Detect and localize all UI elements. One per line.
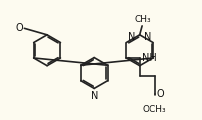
Text: CH₃: CH₃ [134, 15, 150, 24]
Text: N: N [143, 32, 151, 42]
Text: N: N [127, 32, 135, 42]
Text: OCH₃: OCH₃ [142, 105, 166, 114]
Text: N: N [90, 91, 97, 101]
Text: NH: NH [141, 53, 156, 63]
Text: O: O [155, 89, 163, 99]
Text: O: O [15, 23, 23, 33]
